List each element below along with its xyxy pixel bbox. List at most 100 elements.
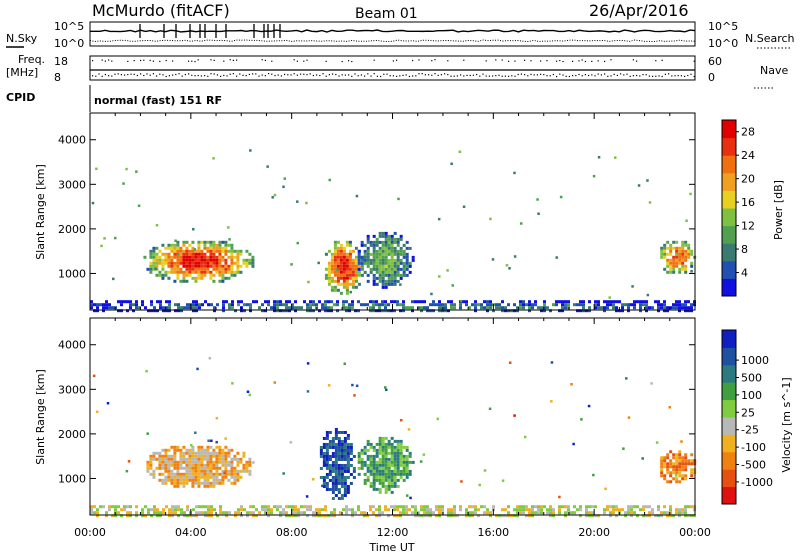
heatmap-cell xyxy=(186,306,189,310)
freq-dot xyxy=(584,60,586,63)
heatmap-cell xyxy=(324,300,327,304)
heatmap-cell xyxy=(381,300,384,304)
heatmap-cell xyxy=(672,246,676,250)
heatmap-cell xyxy=(195,511,198,515)
heatmap-cell xyxy=(276,303,279,307)
heatmap-cell xyxy=(135,170,138,173)
heatmap-cell xyxy=(369,484,373,488)
heatmap-cell xyxy=(331,463,335,467)
heatmap-cell xyxy=(218,481,222,485)
heatmap-cell xyxy=(198,505,201,509)
heatmap-cell xyxy=(111,505,114,509)
heatmap-cell xyxy=(141,511,144,515)
colorbar-tick-label: 1000 xyxy=(741,354,769,367)
heatmap-cell xyxy=(675,456,679,460)
heatmap-cell xyxy=(405,273,409,277)
colorbar-segment xyxy=(722,260,736,279)
nave-dot xyxy=(552,73,554,76)
heatmap-cell xyxy=(387,475,391,479)
heatmap-cell xyxy=(215,451,219,455)
heatmap-cell xyxy=(165,306,168,310)
xtick-label: 20:00 xyxy=(578,526,610,539)
heatmap-cell xyxy=(96,511,99,515)
heatmap-cell xyxy=(164,466,168,470)
heatmap-cell xyxy=(200,276,204,280)
heatmap-cell xyxy=(306,505,309,509)
heatmap-cell xyxy=(327,306,330,310)
heatmap-cell xyxy=(95,167,98,171)
heatmap-cell xyxy=(177,303,180,307)
heatmap-cell xyxy=(390,460,394,464)
heatmap-cell xyxy=(366,448,370,452)
nave-dot xyxy=(223,74,225,77)
heatmap-cell xyxy=(363,511,366,515)
heatmap-cell xyxy=(282,309,285,313)
heatmap-cell xyxy=(372,505,375,509)
heatmap-cell xyxy=(345,291,349,295)
xtick-label: 04:00 xyxy=(175,526,207,539)
heatmap-cell xyxy=(218,451,222,455)
heatmap-cell xyxy=(354,270,358,274)
heatmap-cell xyxy=(206,246,210,250)
heatmap-cell xyxy=(348,243,352,247)
freq-dot xyxy=(530,60,532,62)
heatmap-cell xyxy=(387,261,391,265)
heatmap-cell xyxy=(483,306,486,310)
heatmap-cell xyxy=(252,461,255,464)
heatmap-cell xyxy=(450,306,453,310)
heatmap-cell xyxy=(173,451,177,455)
heatmap-cell xyxy=(194,469,198,473)
heatmap-cell xyxy=(164,454,168,458)
freq-dot xyxy=(232,59,234,62)
ytick-label: 4000 xyxy=(58,134,86,147)
heatmap-cell xyxy=(630,508,633,512)
heatmap-cell xyxy=(639,508,642,512)
heatmap-cell xyxy=(182,472,186,476)
freq-dot xyxy=(562,60,564,63)
heatmap-cell xyxy=(200,460,204,464)
heatmap-cell xyxy=(331,496,335,500)
heatmap-cell xyxy=(135,300,138,304)
heatmap-cell xyxy=(336,303,339,307)
heatmap-cell xyxy=(354,273,358,277)
heatmap-cell xyxy=(684,511,687,515)
heatmap-cell xyxy=(336,282,340,286)
heatmap-cell xyxy=(322,484,326,488)
heatmap-cell xyxy=(627,508,630,512)
heatmap-cell xyxy=(170,475,174,479)
heatmap-cell xyxy=(393,258,397,262)
heatmap-cell xyxy=(343,430,347,434)
heatmap-cell xyxy=(221,267,225,271)
colorbar-segment xyxy=(722,190,736,209)
heatmap-cell xyxy=(328,487,332,491)
heatmap-cell xyxy=(197,276,201,280)
heatmap-cell xyxy=(328,439,332,443)
heatmap-cell xyxy=(399,448,403,452)
heatmap-cell xyxy=(672,306,675,310)
heatmap-cell xyxy=(672,270,676,274)
heatmap-cell xyxy=(303,300,306,304)
heatmap-cell xyxy=(663,303,666,307)
heatmap-cell xyxy=(188,249,192,253)
heatmap-cell xyxy=(363,445,367,449)
heatmap-cell xyxy=(188,469,192,473)
heatmap-cell xyxy=(450,303,453,307)
freq-dot xyxy=(524,59,526,61)
heatmap-cell xyxy=(227,469,231,473)
heatmap-cell xyxy=(236,264,240,268)
heatmap-cell xyxy=(375,460,379,464)
heatmap-cell xyxy=(239,249,243,253)
heatmap-cell xyxy=(608,296,611,299)
heatmap-cell xyxy=(221,240,225,244)
heatmap-cell xyxy=(191,261,195,265)
heatmap-cell xyxy=(141,508,144,512)
heatmap-cell xyxy=(642,303,645,307)
heatmap-cell xyxy=(537,508,540,512)
heatmap-cell xyxy=(399,246,403,250)
heatmap-cell xyxy=(161,276,165,280)
heatmap-cell xyxy=(396,252,400,256)
heatmap-cell xyxy=(325,466,329,470)
nave-dot xyxy=(680,75,682,77)
heatmap-cell xyxy=(684,270,688,274)
heatmap-cell xyxy=(248,261,252,265)
